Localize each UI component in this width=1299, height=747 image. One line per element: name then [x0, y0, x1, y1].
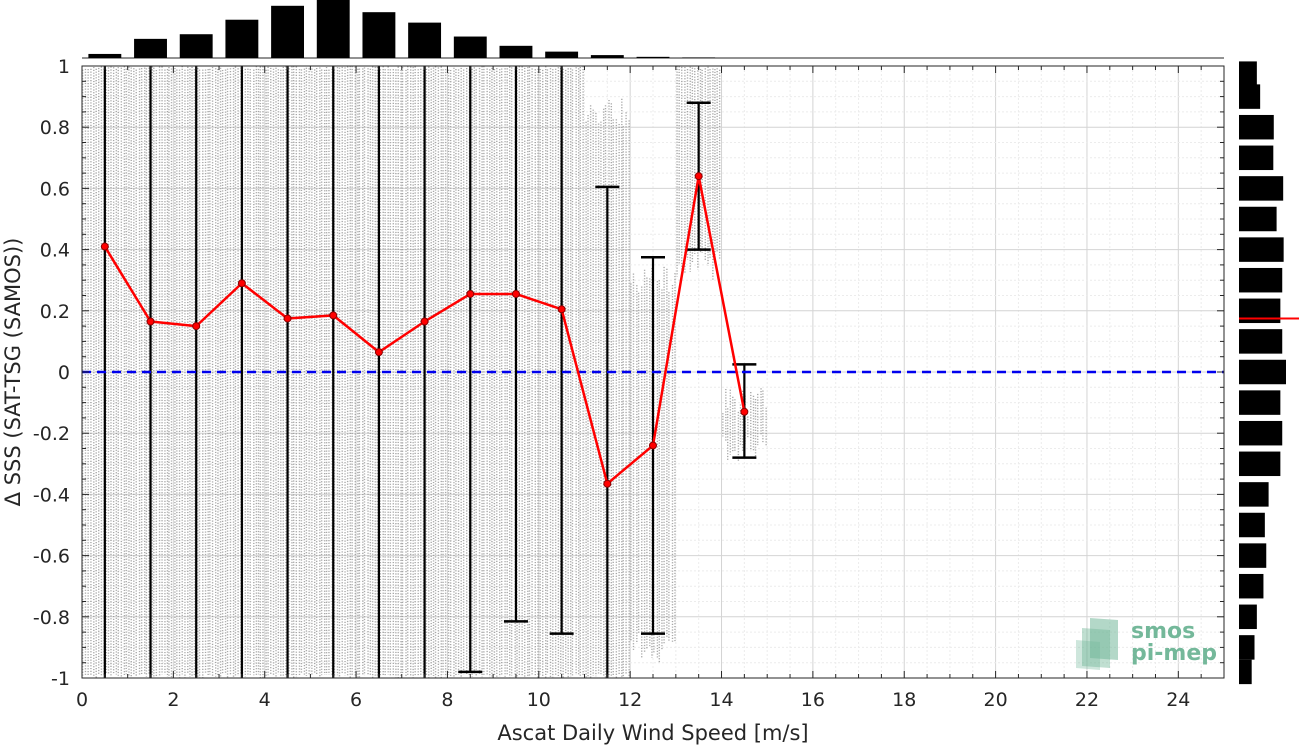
y-tick-label: 0.6	[40, 178, 70, 200]
right-hist-bar	[1239, 420, 1283, 446]
right-hist-bar	[1239, 543, 1267, 568]
top-hist-bar	[134, 38, 167, 58]
logo-text-smos: smos	[1131, 619, 1195, 644]
right-hist-bar	[1239, 114, 1274, 140]
x-tick-label: 4	[259, 689, 271, 711]
right-hist-bar	[1239, 61, 1257, 86]
y-tick-label: -1	[51, 668, 70, 690]
logo-text-pimep: pi-mep	[1131, 641, 1217, 666]
top-hist-bar	[179, 34, 213, 58]
right-hist-bar	[1239, 359, 1286, 385]
series-point	[511, 289, 520, 298]
right-hist-bar	[1239, 329, 1283, 354]
x-tick-label: 6	[350, 689, 362, 711]
axes	[81, 65, 1225, 679]
right-hist-bar	[1239, 604, 1257, 630]
y-tick-label: 0	[58, 362, 70, 384]
series-point	[192, 322, 201, 331]
series-point	[603, 479, 612, 488]
y-tick-label: 0.4	[40, 240, 70, 262]
top-hist-bar	[636, 56, 670, 58]
smos-pimep-logo: smos pi-mep	[1076, 618, 1217, 670]
series-point	[283, 314, 292, 323]
y-axis-label: Δ SSS (SAT-TSG (SAMOS))	[1, 238, 25, 507]
top-hist-bar	[225, 19, 259, 58]
x-tick-label: 20	[984, 689, 1008, 711]
series-point	[466, 289, 475, 298]
series-point	[100, 242, 109, 251]
x-tick-label: 18	[892, 689, 916, 711]
series-point	[694, 172, 703, 181]
series-point	[420, 317, 429, 326]
y-tick-label: -0.6	[33, 546, 70, 568]
top-hist-bar	[682, 57, 716, 58]
x-tick-label: 22	[1075, 689, 1099, 711]
top-hist-bar	[545, 51, 579, 58]
series-point	[329, 311, 338, 320]
right-hist-bar	[1239, 176, 1284, 201]
y-tick-label: -0.2	[33, 423, 70, 445]
right-hist-bar	[1239, 145, 1274, 171]
top-hist-bar	[362, 12, 396, 58]
x-tick-label: 14	[709, 689, 733, 711]
top-hist-bar	[88, 53, 122, 58]
series-point	[740, 407, 749, 416]
series-point	[374, 348, 383, 357]
right-hist-bar	[1239, 512, 1265, 538]
x-tick-label: 16	[801, 689, 825, 711]
right-hist-bar	[1239, 84, 1261, 109]
top-hist-bar	[453, 36, 487, 58]
x-tick-label: 24	[1166, 689, 1190, 711]
mean-series	[100, 172, 749, 488]
right-hist-bar	[1239, 482, 1269, 507]
series-point	[237, 279, 246, 288]
top-hist-bar	[590, 55, 624, 58]
top-hist-bar	[408, 22, 442, 58]
right-hist-bar	[1239, 237, 1284, 262]
x-tick-label: 0	[76, 689, 88, 711]
top-hist-bar	[316, 0, 350, 58]
right-hist-bar	[1239, 390, 1281, 415]
series-point	[146, 317, 155, 326]
right-hist-bar	[1239, 206, 1277, 232]
x-tick-label: 10	[527, 689, 551, 711]
top-hist-bar	[271, 5, 305, 59]
right-hist-bar	[1239, 659, 1252, 685]
y-tick-label: -0.4	[33, 484, 70, 506]
right-histogram	[1239, 61, 1299, 685]
top-histogram	[82, 0, 1224, 59]
tick-labels: 0 2 4 6 8 10 12 14 16 18 20 22 24-1-0.8-0.6-0.4-0.20…	[33, 56, 1190, 711]
x-tick-label: 8	[441, 689, 453, 711]
right-hist-bar	[1239, 635, 1255, 660]
y-tick-label: 0.2	[40, 301, 70, 323]
x-axis-label: Ascat Daily Wind Speed [m/s]	[497, 721, 808, 745]
y-tick-label: 1	[58, 56, 70, 78]
x-tick-label: 2	[167, 689, 179, 711]
series-point	[649, 441, 657, 450]
right-hist-bar	[1239, 451, 1281, 477]
x-tick-label: 12	[618, 689, 642, 711]
right-hist-bar	[1239, 573, 1264, 599]
y-tick-label: 0.8	[40, 117, 70, 139]
series-point	[557, 305, 566, 314]
top-hist-bar	[499, 45, 533, 58]
right-hist-bar	[1239, 267, 1283, 293]
y-tick-label: -0.8	[33, 607, 70, 629]
